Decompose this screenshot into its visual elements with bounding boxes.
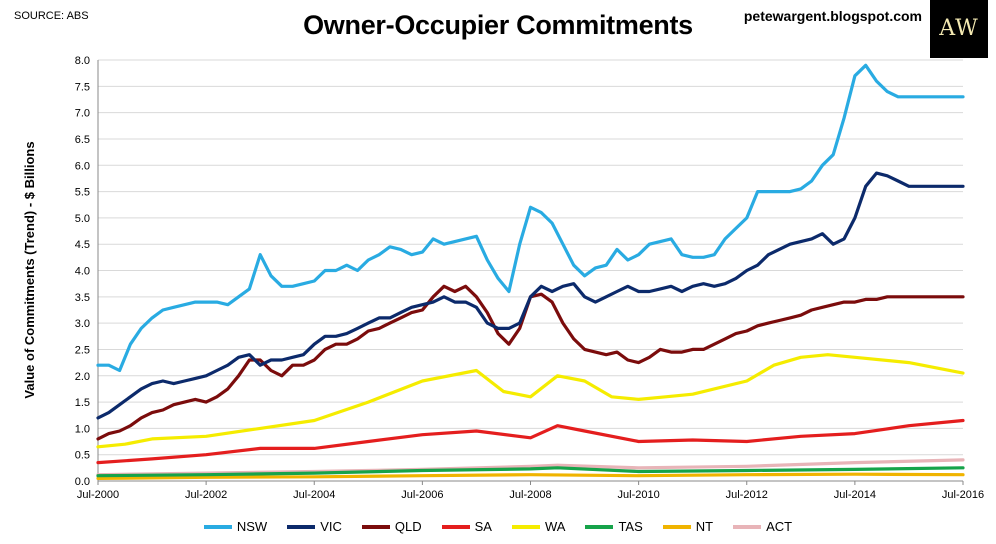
- x-tick-label: Jul-2016: [942, 489, 984, 501]
- y-tick-label: 4.5: [75, 239, 90, 251]
- series-line-wa: [96, 353, 965, 449]
- legend-swatch: [361, 524, 390, 529]
- aw-logo: AW: [930, 0, 988, 58]
- y-tick-label: 1.5: [75, 397, 90, 409]
- y-tick-label: 7.5: [75, 81, 90, 93]
- y-tick-label: 3.0: [75, 318, 90, 330]
- legend-label: NT: [695, 519, 714, 534]
- legend-swatch: [662, 524, 691, 529]
- y-tick-label: 4.0: [75, 266, 90, 278]
- legend-swatch: [441, 524, 470, 529]
- axes: 0.0 0.5 1.0 1.5 2.0 2.5 3.0 3.5 4.0 4.5 5.0 5.5 6.0 6…: [75, 55, 984, 501]
- series-lines: [96, 63, 965, 480]
- legend-swatch: [511, 524, 540, 529]
- series-line-nt: [96, 472, 965, 480]
- legend-item-sa: SA: [441, 519, 492, 534]
- legend-swatch: [287, 524, 316, 529]
- legend-label: QLD: [394, 519, 422, 534]
- legend-label: SA: [474, 519, 492, 534]
- legend-label: VIC: [320, 519, 342, 534]
- source-label: SOURCE: ABS: [14, 10, 89, 22]
- y-tick-label: 0.0: [75, 476, 90, 488]
- legend-swatch: [733, 524, 762, 529]
- legend-swatch: [585, 524, 614, 529]
- legend: NSW VIC QLD SA WA TAS NT ACT: [0, 519, 996, 534]
- x-tick-label: Jul-2002: [185, 489, 227, 501]
- grid-lines: [98, 59, 963, 482]
- legend-item-nsw: NSW: [203, 519, 268, 534]
- x-tick-label: Jul-2010: [618, 489, 660, 501]
- legend-label: TAS: [618, 519, 643, 534]
- legend-item-vic: VIC: [287, 519, 342, 534]
- y-tick-label: 0.5: [75, 450, 90, 462]
- series-line-nsw: [96, 63, 965, 373]
- y-tick-label: 2.5: [75, 344, 90, 356]
- y-tick-label: 6.0: [75, 160, 90, 172]
- y-tick-label: 2.0: [75, 371, 90, 383]
- legend-item-nt: NT: [662, 519, 714, 534]
- y-tick-label: 7.0: [75, 108, 90, 120]
- x-tick-label: Jul-2004: [293, 489, 335, 501]
- legend-label: ACT: [766, 519, 793, 534]
- chart-title: Owner-Occupier Commitments: [303, 10, 693, 40]
- x-tick-label: Jul-2008: [509, 489, 551, 501]
- series-line-vic: [96, 171, 965, 420]
- x-tick-label: Jul-2000: [77, 489, 119, 501]
- blog-url: petewargent.blogspot.com: [743, 8, 922, 24]
- series-line-tas: [96, 466, 965, 478]
- x-tick-label: Jul-2006: [401, 489, 443, 501]
- legend-swatch: [203, 524, 232, 529]
- y-axis-label: Value of Commitments (Trend) - $ Billion…: [22, 141, 37, 398]
- legend-item-tas: TAS: [585, 519, 643, 534]
- y-tick-label: 5.0: [75, 213, 90, 225]
- series-line-sa: [96, 418, 965, 465]
- x-tick-label: Jul-2012: [726, 489, 768, 501]
- legend-item-act: ACT: [733, 519, 792, 534]
- y-tick-label: 1.0: [75, 423, 90, 435]
- series-line-qld: [96, 284, 965, 441]
- y-tick-label: 3.5: [75, 292, 90, 304]
- legend-item-qld: QLD: [361, 519, 422, 534]
- x-tick-label: Jul-2014: [834, 489, 876, 501]
- legend-item-wa: WA: [511, 519, 566, 534]
- y-tick-label: 5.5: [75, 187, 90, 199]
- legend-label: NSW: [236, 519, 268, 534]
- y-tick-label: 8.0: [75, 55, 90, 67]
- y-tick-label: 6.5: [75, 134, 90, 146]
- legend-label: WA: [544, 519, 566, 534]
